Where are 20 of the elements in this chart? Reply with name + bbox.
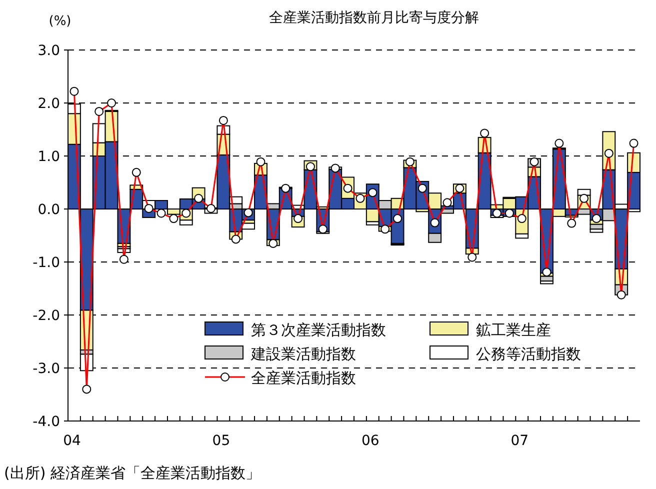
y-tick-label: 2.0 <box>38 96 60 112</box>
x-tick-label: 05 <box>212 433 230 449</box>
legend-label: 第３次産業活動指数 <box>251 321 386 339</box>
x-tick-label: 06 <box>362 433 380 449</box>
y-tick-label: -2.0 <box>32 308 60 324</box>
legend-label: 建設業活動指数 <box>250 345 356 363</box>
x-tick-label: 04 <box>63 433 81 449</box>
y-tick-label: 1.0 <box>38 149 60 165</box>
legend-label: 全産業活動指数 <box>251 369 356 387</box>
y-tick-label: -3.0 <box>32 361 60 377</box>
y-tick-label: 3.0 <box>38 43 60 59</box>
text: (出所) 経済産業省「全産業活動指数」 <box>4 464 260 482</box>
y-tick-label: -4.0 <box>32 414 60 430</box>
y-tick-label: -1.0 <box>32 255 60 271</box>
y-tick-label: 0.0 <box>38 202 60 218</box>
x-tick-label: 07 <box>510 433 529 449</box>
chart-title: 全産業活動指数前月比寄与度分解 <box>269 10 479 26</box>
legend-label: 鉱工業生産 <box>476 321 551 339</box>
legend-label: 公務等活動指数 <box>476 345 581 363</box>
y-axis-title: (%) <box>48 14 72 29</box>
